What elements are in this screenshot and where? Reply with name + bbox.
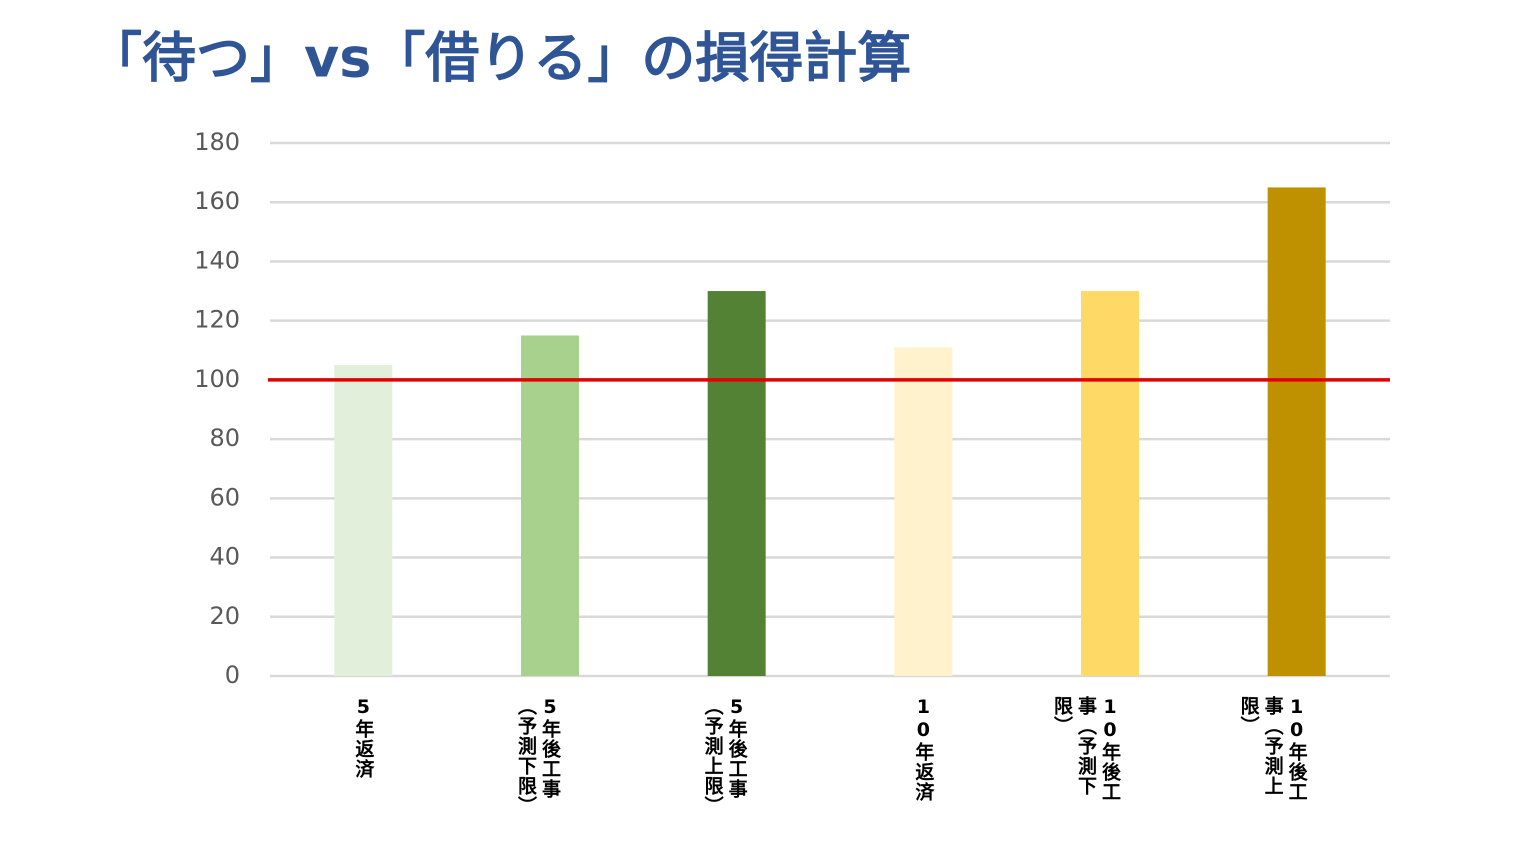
bar [521,335,579,676]
y-tick-label: 40 [209,543,240,571]
bar [1267,187,1326,676]
y-tick-label: 60 [209,483,240,511]
y-tick-label: 120 [194,306,240,334]
x-tick-label: 10年後工事（予測上限） [1237,696,1308,802]
x-tick-label: 5年後工事（予測下限） [515,696,561,816]
chart-title: 「待つ」vs「借りる」の損得計算 [88,27,911,90]
x-tick-label: 5年返済 [352,696,375,779]
y-tick-label: 160 [194,187,240,215]
bar [1081,291,1139,676]
y-tick-label: 180 [194,128,240,156]
y-tick-label: 80 [209,424,240,452]
y-tick-label: 20 [209,602,240,630]
bar [707,291,766,676]
x-tick-label: 10年後工事（予測下限） [1051,696,1121,802]
y-tick-label: 100 [194,365,240,393]
x-tick-label: 10年返済 [912,696,935,802]
x-tick-label: 5年後工事（予測上限） [701,696,748,816]
y-tick-label: 140 [194,246,240,274]
y-tick-label: 0 [225,661,240,689]
bar [894,347,953,676]
bar [334,365,393,676]
